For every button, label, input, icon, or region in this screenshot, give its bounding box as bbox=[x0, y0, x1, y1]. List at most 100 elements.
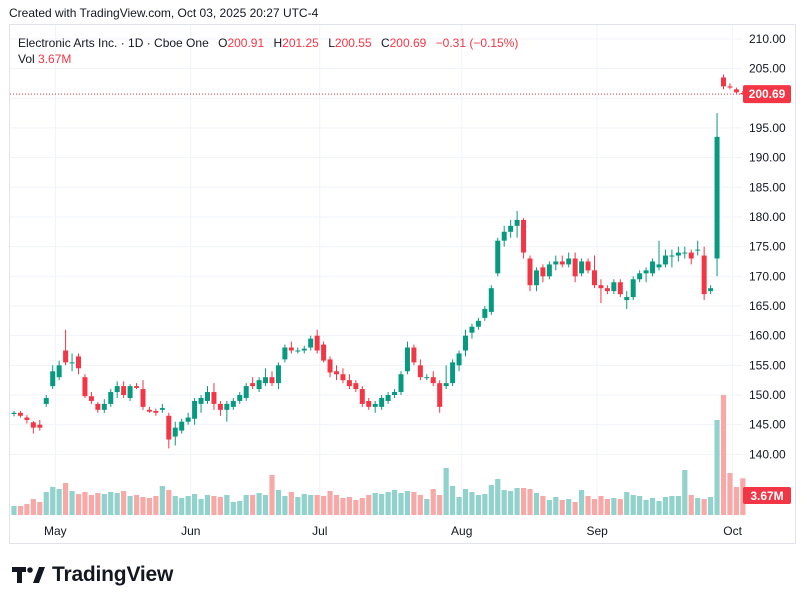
candle-body bbox=[533, 270, 539, 286]
candle-body bbox=[172, 427, 178, 437]
candle-body bbox=[708, 288, 714, 292]
volume-bar bbox=[398, 493, 404, 515]
candle-body bbox=[198, 397, 204, 404]
volume-bar bbox=[559, 500, 565, 515]
last-volume-tag-label: 3.67M bbox=[750, 489, 783, 503]
volume-bar bbox=[346, 497, 352, 515]
volume-bar bbox=[379, 494, 385, 515]
volume-bar bbox=[75, 494, 82, 515]
candle-body bbox=[43, 397, 49, 404]
candle-body bbox=[495, 240, 501, 274]
volume-bar bbox=[572, 502, 578, 515]
candle-body bbox=[592, 270, 597, 286]
close-label: C bbox=[380, 36, 390, 50]
volume-bar bbox=[669, 496, 675, 515]
candle-body bbox=[24, 417, 30, 420]
candle-body bbox=[501, 231, 507, 241]
candle-body bbox=[127, 386, 133, 398]
volume-bar bbox=[114, 493, 120, 515]
volume-bar bbox=[682, 470, 688, 515]
candle-body bbox=[630, 279, 636, 298]
candle-body bbox=[740, 92, 746, 95]
volume-bar bbox=[121, 491, 127, 515]
candle-body bbox=[121, 386, 127, 396]
candle-body bbox=[263, 377, 269, 384]
candle-body bbox=[237, 395, 243, 401]
candle-body bbox=[63, 350, 69, 363]
volume-value: 3.67M bbox=[38, 52, 72, 66]
volume-bar bbox=[192, 494, 198, 515]
candle-body bbox=[417, 365, 423, 378]
volume-bar bbox=[385, 492, 391, 515]
volume-bar bbox=[262, 495, 269, 515]
y-tick-label: 185.00 bbox=[749, 180, 786, 194]
candle-body bbox=[166, 415, 172, 440]
volume-bar bbox=[327, 491, 333, 515]
volume-bar bbox=[656, 501, 662, 515]
volume-bar bbox=[430, 489, 436, 515]
tradingview-logo[interactable]: TradingView bbox=[12, 563, 173, 587]
candle-body bbox=[101, 403, 107, 410]
volume-bar bbox=[546, 500, 552, 515]
open-value: 200.91 bbox=[227, 36, 265, 50]
volume-bar bbox=[288, 492, 294, 515]
candle-body bbox=[56, 365, 62, 378]
volume-bar bbox=[127, 496, 133, 515]
high-value: 201.25 bbox=[282, 36, 319, 50]
volume-bar bbox=[256, 493, 262, 515]
volume-bar bbox=[508, 491, 514, 515]
volume-bar bbox=[295, 497, 301, 515]
y-tick-label: 165.00 bbox=[749, 299, 786, 313]
y-tick-label: 190.00 bbox=[749, 151, 786, 165]
candle-body bbox=[714, 136, 720, 259]
volume-bar bbox=[604, 499, 610, 515]
volume-bar bbox=[533, 493, 540, 515]
y-tick-label: 205.00 bbox=[749, 62, 786, 76]
candle-body bbox=[701, 255, 707, 295]
y-tick-label: 145.00 bbox=[749, 418, 786, 432]
candle-body bbox=[88, 396, 94, 401]
volume-bar bbox=[495, 479, 501, 515]
x-tick-label: Jul bbox=[312, 524, 327, 538]
candle-body bbox=[488, 288, 494, 312]
y-tick-label: 175.00 bbox=[749, 240, 786, 254]
volume-bar bbox=[462, 489, 469, 515]
candle-body bbox=[385, 395, 391, 401]
volume-bar bbox=[250, 495, 256, 515]
volume-bar bbox=[404, 491, 411, 515]
volume-bar bbox=[695, 498, 701, 515]
candle-body bbox=[76, 356, 81, 369]
volume-bar bbox=[585, 496, 591, 515]
candle-body bbox=[424, 377, 430, 379]
candle-body bbox=[295, 350, 301, 352]
last-price-tag-label: 200.69 bbox=[749, 87, 786, 101]
volume-bar bbox=[217, 497, 223, 515]
candle-body bbox=[469, 326, 475, 333]
candle-body bbox=[508, 225, 514, 232]
volume-bar bbox=[637, 496, 643, 515]
tradingview-brand-text: TradingView bbox=[52, 563, 174, 586]
x-tick-label: Sep bbox=[586, 524, 608, 538]
candle-body bbox=[327, 359, 333, 373]
candle-body bbox=[430, 377, 436, 384]
volume-bar bbox=[140, 497, 146, 515]
candle-body bbox=[624, 297, 630, 301]
volume-bar bbox=[553, 497, 559, 515]
candle-body bbox=[185, 417, 191, 422]
volume-bar bbox=[50, 487, 56, 515]
low-value: 200.55 bbox=[334, 36, 372, 50]
volume-bar bbox=[566, 499, 572, 515]
x-tick-label: May bbox=[44, 524, 67, 538]
volume-bar bbox=[353, 500, 359, 515]
candle-body bbox=[379, 397, 385, 407]
candle-body bbox=[650, 261, 656, 274]
volume-bar bbox=[391, 490, 398, 515]
candle-body bbox=[398, 374, 404, 393]
volume-bar bbox=[643, 500, 649, 515]
chart-panel[interactable] bbox=[9, 24, 796, 544]
candle-body bbox=[17, 412, 23, 416]
close-value: 200.69 bbox=[389, 36, 427, 50]
candle-body bbox=[321, 344, 327, 361]
volume-bar bbox=[720, 395, 727, 515]
